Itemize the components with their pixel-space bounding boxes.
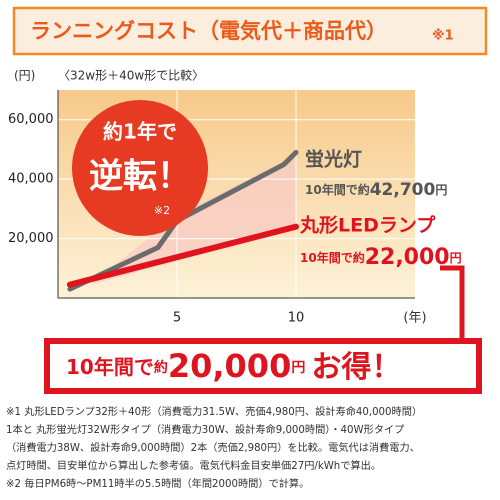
callout-note: ※2 [154, 204, 170, 217]
y-unit: (円) [14, 69, 35, 83]
banner-amount: 20,000 [168, 347, 291, 385]
note-suffix: 円 [450, 251, 462, 265]
chart: ランニングコスト（電気代＋商品代） ※1 (円) 〈32w形＋40w形で比較〉 … [8, 6, 488, 394]
legend-label: 丸形LEDランプ [299, 214, 436, 237]
title-box [12, 6, 488, 56]
series-line [66, 223, 299, 288]
series-note: 10年間で約22,000円 [300, 245, 462, 270]
callout-circle [72, 100, 208, 236]
title-note: ※1 [432, 29, 454, 44]
pointer [440, 265, 465, 340]
note-amount: 22,000 [365, 245, 450, 270]
callout-text: 約1年で [103, 120, 177, 144]
banner-part: お得！ [311, 350, 401, 385]
callout-text: 逆転！ [89, 157, 191, 197]
series-note: 10年間で約42,700円 [305, 180, 447, 200]
note-amount: 42,700 [370, 180, 436, 200]
subtitle: 〈32w形＋40w形で比較〉 [58, 68, 204, 83]
banner-text: 10年間で約20,000円 お得！ [66, 347, 401, 385]
footnote: （消費電力38W、設計寿命9,000時間）2本（売価2,980円）を比較。電気代… [6, 443, 420, 454]
footnote: ※1 丸形LEDランプ32形＋40形（消費電力31.5W、売価4,980円、設計… [6, 407, 423, 418]
banner-part: 10年間で [66, 355, 154, 379]
footnotes: ※1 丸形LEDランプ32形＋40形（消費電力31.5W、売価4,980円、設計… [6, 404, 496, 494]
y-tick-label: 20,000 [8, 231, 54, 246]
y-tick-label: 60,000 [8, 112, 54, 127]
x-tick-label: 10 [288, 311, 305, 326]
banner-inner [50, 344, 476, 388]
footnote: ※2 毎日PM6時〜PM11時半の5.5時間（年間2000時間）で計算。 [6, 479, 310, 490]
chart-title: ランニングコスト（電気代＋商品代） [30, 19, 387, 43]
legend-label: 蛍光灯 [305, 148, 362, 171]
note-suffix: 円 [435, 183, 447, 197]
banner-part: 約 [154, 359, 168, 376]
x-tick-label: 5 [173, 311, 181, 326]
y-tick-label: 40,000 [8, 172, 54, 187]
x-unit: (年) [403, 311, 426, 326]
note-prefix: 10年間で約 [300, 250, 365, 265]
footnote: 1本と 丸形蛍光灯32W形タイプ（消費電力30W、設計寿命9,000時間）・40… [6, 425, 405, 436]
note-prefix: 10年間で約 [305, 182, 370, 197]
banner-unit: 円 [291, 360, 305, 376]
footnote: 点灯時間、目安単位から算出した参考値。電気代料金目安単価27円/kWhで算出。 [6, 461, 382, 472]
